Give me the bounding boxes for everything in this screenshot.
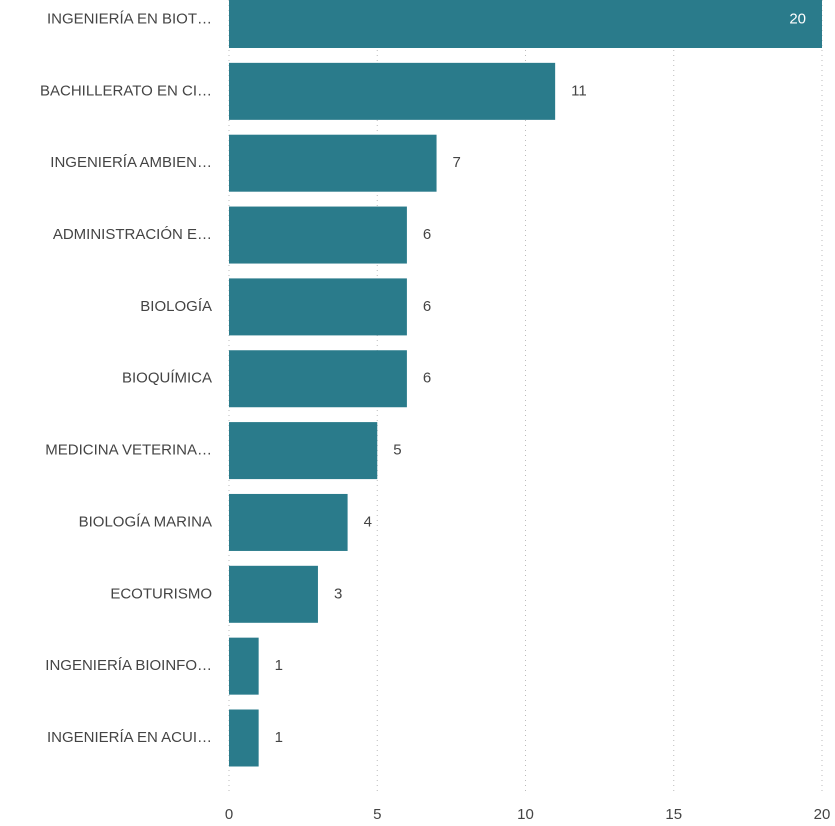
y-tick-label: BACHILLERATO EN CI… — [40, 82, 212, 99]
y-tick-label: MEDICINA VETERINA… — [45, 442, 212, 459]
y-tick-label: ECOTURISMO — [110, 585, 212, 602]
y-tick-label: INGENIERÍA BIOINFO… — [45, 657, 212, 674]
data-label: 5 — [393, 442, 401, 459]
bar — [229, 565, 318, 623]
data-label: 4 — [364, 513, 372, 530]
y-tick-label: BIOQUÍMICA — [122, 370, 212, 387]
data-label: 11 — [571, 82, 587, 99]
data-label: 6 — [423, 370, 431, 387]
y-tick-label: INGENIERÍA EN BIOT… — [47, 10, 212, 27]
y-tick-label: BIOLOGÍA — [140, 298, 212, 315]
x-tick-label: 0 — [225, 806, 233, 823]
bar — [229, 493, 348, 551]
x-tick-label: 10 — [517, 806, 534, 823]
bar — [229, 422, 378, 480]
bar — [229, 637, 259, 695]
bar — [229, 278, 407, 336]
y-tick-label: INGENIERÍA EN ACUI… — [47, 729, 212, 746]
bar — [229, 206, 407, 264]
data-label: 1 — [275, 657, 283, 674]
data-label: 3 — [334, 585, 342, 602]
bar — [229, 350, 407, 408]
y-tick-label: ADMINISTRACIÓN E… — [53, 226, 212, 243]
bar — [229, 0, 822, 48]
x-tick-label: 5 — [373, 806, 381, 823]
data-label: 7 — [453, 154, 461, 171]
y-tick-label: INGENIERÍA AMBIEN… — [50, 154, 212, 171]
x-tick-label: 15 — [665, 806, 682, 823]
data-label: 20 — [789, 10, 806, 27]
x-tick-label: 20 — [814, 806, 831, 823]
bar — [229, 134, 437, 192]
bar — [229, 62, 556, 120]
data-label: 6 — [423, 226, 431, 243]
bar — [229, 709, 259, 767]
y-tick-label: BIOLOGÍA MARINA — [79, 513, 212, 530]
data-label: 6 — [423, 298, 431, 315]
data-label: 1 — [275, 729, 283, 746]
